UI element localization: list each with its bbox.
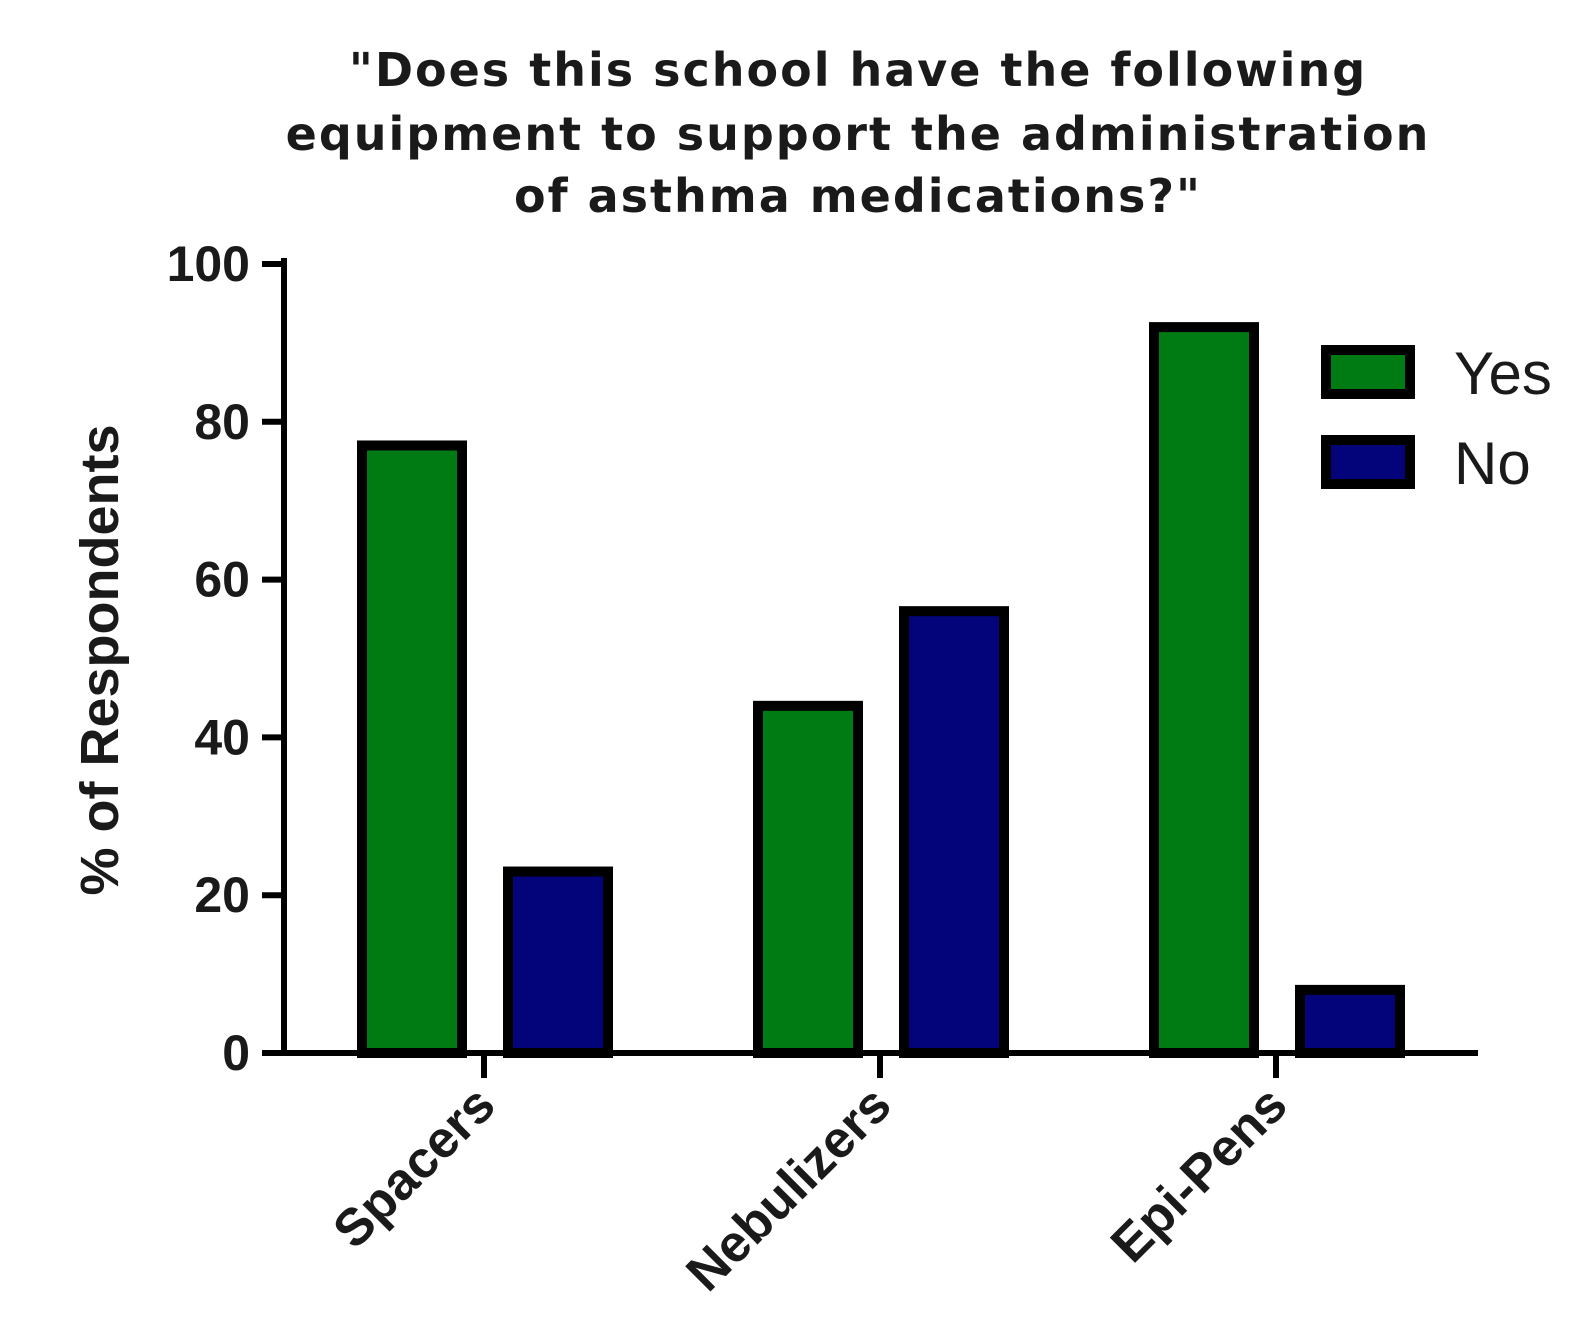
y-tick-label: 40 xyxy=(194,709,250,765)
bar-yes-spacers xyxy=(357,440,467,1059)
chart-title-line-3: of asthma medications?" xyxy=(514,169,1202,223)
x-axis-ticks: Spacers Nebulizers Epi-Pens xyxy=(322,1053,1298,1302)
x-tick-label: Epi-Pens xyxy=(1100,1075,1298,1273)
legend-label-no: No xyxy=(1454,430,1531,497)
y-tick-label: 100 xyxy=(167,236,250,292)
y-tick-label: 80 xyxy=(194,394,250,450)
legend-label-yes: Yes xyxy=(1454,340,1552,407)
bar-yes-epi-pens xyxy=(1149,322,1259,1058)
legend-swatch-no xyxy=(1321,435,1415,489)
chart-title-line-1: "Does this school have the following xyxy=(349,43,1367,97)
chart-title: "Does this school have the following equ… xyxy=(286,43,1431,223)
legend: Yes No xyxy=(1321,340,1552,497)
bar-yes-nebulizers xyxy=(753,700,863,1059)
y-axis-ticks: 0 20 40 60 80 100 xyxy=(167,236,284,1081)
legend-swatch-yes xyxy=(1321,345,1415,399)
bar-no-spacers xyxy=(503,866,613,1059)
y-tick-label: 60 xyxy=(194,552,250,608)
y-tick-label: 0 xyxy=(222,1025,250,1081)
bar-no-epi-pens xyxy=(1295,984,1405,1059)
chart-title-line-2: equipment to support the administration xyxy=(286,107,1431,161)
bars xyxy=(357,322,1405,1059)
x-tick-label: Nebulizers xyxy=(676,1075,903,1302)
bar-no-nebulizers xyxy=(899,606,1009,1058)
y-tick-label: 20 xyxy=(194,867,250,923)
y-axis-title: % of Respondents xyxy=(70,424,130,895)
x-tick-label: Spacers xyxy=(322,1075,506,1259)
